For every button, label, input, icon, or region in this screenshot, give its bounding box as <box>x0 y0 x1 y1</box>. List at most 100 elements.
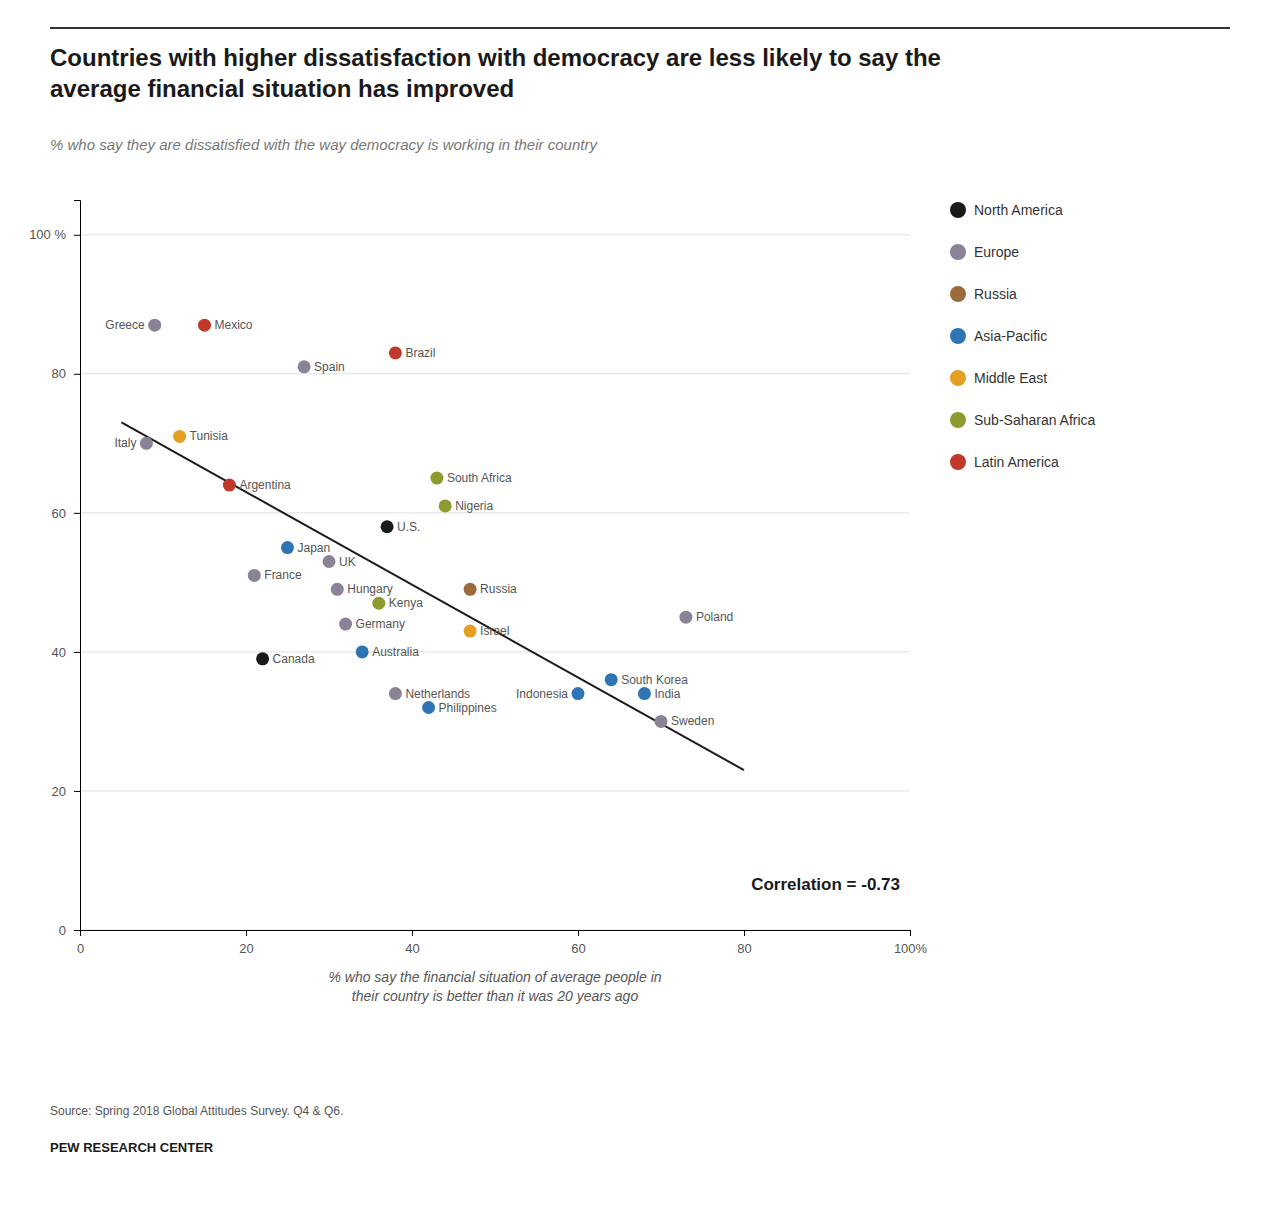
point-label: Canada <box>273 652 315 666</box>
grid-line <box>80 651 910 652</box>
axis-line <box>74 201 81 931</box>
point <box>389 346 402 359</box>
point <box>605 673 618 686</box>
point-label: South Korea <box>621 673 688 687</box>
tick-mark <box>74 791 80 792</box>
point <box>381 520 394 533</box>
legend-swatch <box>950 454 966 470</box>
point <box>389 687 402 700</box>
point <box>572 687 585 700</box>
tick: 40 <box>405 930 419 956</box>
tick-label: 60 <box>571 941 585 956</box>
point-label: Netherlands <box>405 687 470 701</box>
point <box>298 360 311 373</box>
point <box>331 583 344 596</box>
grid-line <box>80 234 910 235</box>
tick-label: 100 % <box>29 227 66 242</box>
point <box>339 618 352 631</box>
source: Source: Spring 2018 Global Attitudes Sur… <box>50 1104 343 1118</box>
tick-label: 40 <box>405 941 419 956</box>
point <box>281 541 294 554</box>
data <box>122 319 745 770</box>
grid-line <box>80 512 910 513</box>
point-label: Sweden <box>671 714 714 728</box>
legend-swatch <box>950 202 966 218</box>
tick-mark <box>74 513 80 514</box>
title: Countries with higher dissatisfaction wi… <box>50 44 941 102</box>
point <box>248 569 261 582</box>
tick: 40 <box>52 645 80 660</box>
tick-mark <box>412 930 413 936</box>
point-label: Mexico <box>215 318 253 332</box>
point-label: UK <box>339 555 356 569</box>
tick-label: 60 <box>52 506 66 521</box>
plot-area: 0 20 40 60 80 100% 0 20 40 60 80 100 % Correlation =… <box>29 201 927 957</box>
legend-item: Sub-Saharan Africa <box>950 412 1096 428</box>
point-label: France <box>264 568 302 582</box>
point-label: Japan <box>298 541 331 555</box>
tick: 20 <box>239 930 253 956</box>
legend-swatch <box>950 328 966 344</box>
grid-line <box>80 373 910 374</box>
legend-label: Europe <box>974 244 1019 260</box>
legend-label: Sub-Saharan Africa <box>974 412 1096 428</box>
grid <box>80 235 910 930</box>
legend-swatch <box>950 412 966 428</box>
tick-label: 100% <box>894 941 928 956</box>
tick: 100 % <box>29 227 80 242</box>
point <box>173 430 186 443</box>
tick-mark <box>910 930 911 936</box>
point <box>430 472 443 485</box>
legend-label: Middle East <box>974 370 1047 386</box>
legend-label: Latin America <box>974 454 1059 470</box>
annotation: Correlation = -0.73 <box>751 875 900 894</box>
tick-label: 0 <box>59 923 66 938</box>
tick-label: 80 <box>737 941 751 956</box>
point-label: Nigeria <box>455 499 493 513</box>
legend-swatch <box>950 244 966 260</box>
subtitle: % who say they are dissatisfied with the… <box>50 136 598 153</box>
point <box>256 652 269 665</box>
trendline <box>122 422 745 770</box>
tick-mark <box>74 652 80 653</box>
point-label: India <box>654 687 680 701</box>
point-label: Argentina <box>239 478 291 492</box>
legend-swatch <box>950 286 966 302</box>
tick-mark <box>74 930 80 931</box>
point-label: Poland <box>696 610 733 624</box>
point-label: Tunisia <box>190 429 229 443</box>
legend-swatch <box>950 370 966 386</box>
legend-label: Asia-Pacific <box>974 328 1047 344</box>
point-label: Russia <box>480 582 517 596</box>
top-rule <box>50 27 1230 29</box>
tick: 100% <box>894 930 928 956</box>
x-axis-title-line: % who say the financial situation of ave… <box>328 969 661 985</box>
chart: Countries with higher dissatisfaction wi… <box>0 0 1280 1206</box>
point-label: Italy <box>114 436 136 450</box>
point <box>356 645 369 658</box>
legend-item: North America <box>950 202 1063 218</box>
tick: 20 <box>52 784 80 799</box>
tick: 80 <box>52 366 80 381</box>
point <box>148 319 161 332</box>
tick-label: 80 <box>52 366 66 381</box>
legend-item: Middle East <box>950 370 1047 386</box>
tick-label: 0 <box>77 941 84 956</box>
tick-mark <box>74 235 80 236</box>
point-label: Germany <box>356 617 405 631</box>
tick: 80 <box>737 930 751 956</box>
x-axis: 0 20 40 60 80 100% <box>77 930 928 956</box>
footer: PEW RESEARCH CENTER <box>50 1140 214 1155</box>
legend-item: Russia <box>950 286 1017 302</box>
tick: 0 <box>59 923 80 938</box>
tick-label: 20 <box>52 784 66 799</box>
tick: 60 <box>571 930 585 956</box>
axis-line <box>81 931 911 937</box>
legend: North America Europe Russia Asia-Pacific Mid… <box>950 202 1096 470</box>
y-axis: 0 20 40 60 80 100 % <box>29 201 80 938</box>
point <box>223 479 236 492</box>
tick-label: 40 <box>52 645 66 660</box>
legend-item: Latin America <box>950 454 1059 470</box>
plot-texts: Correlation = -0.73U.S.CanadaGreeceSpain… <box>105 318 900 894</box>
point <box>439 499 452 512</box>
